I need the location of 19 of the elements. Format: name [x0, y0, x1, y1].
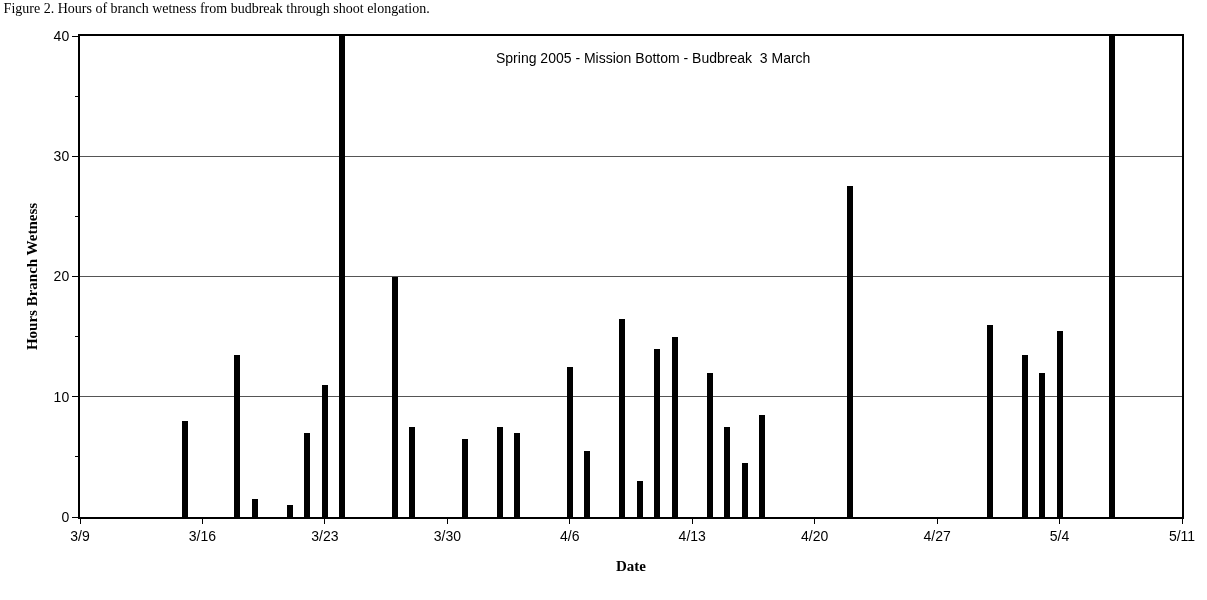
y-tick-label: 0: [61, 508, 70, 525]
x-tick-label: 3/9: [70, 527, 90, 544]
y-tick-label: 10: [53, 388, 70, 405]
x-tick-label: 3/30: [433, 527, 462, 544]
x-tick-label: 3/23: [311, 527, 339, 544]
chart-title: Figure 2. Hours of branch wetness from budbreak through shoot elongation.: [3, 0, 430, 16]
x-tick-label: 3/16: [188, 527, 217, 544]
x-tick-label: 4/13: [678, 527, 707, 544]
y-tick-label: 30: [53, 148, 70, 165]
x-tick-label: 5/4: [1049, 527, 1070, 544]
x-tick-label: 4/6: [560, 527, 580, 544]
y-tick-label: 20: [53, 268, 70, 285]
y-axis-title: Hours Branch Wetness: [24, 202, 41, 351]
x-tick-label: 4/27: [923, 527, 951, 544]
annotation: Spring 2005 - Mission Bottom - Budbreak 3 March: [496, 50, 811, 66]
x-tick-label: 5/11: [1168, 527, 1196, 544]
y-tick-label: 40: [53, 27, 70, 44]
x-axis-title: Date: [616, 558, 647, 575]
x-tick-label: 4/20: [801, 527, 829, 544]
